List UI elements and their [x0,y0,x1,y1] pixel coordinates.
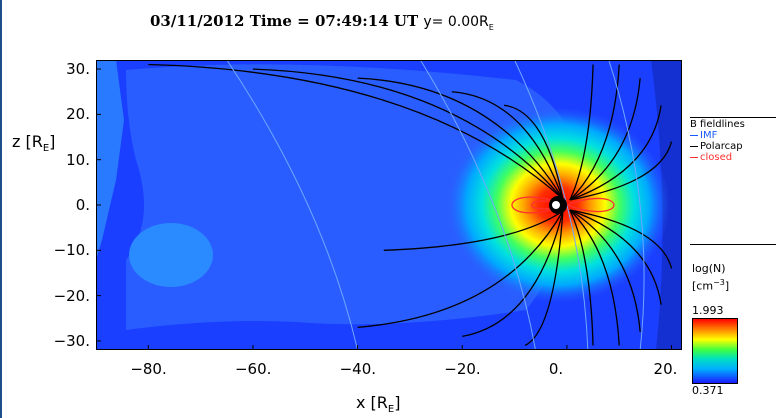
y-tick-label: 30. [66,60,90,79]
y-axis-label: z [RE] [12,132,56,155]
y-tick-label: 0. [75,196,90,214]
colorbar-unit: [cm−3] [692,278,730,293]
polarcap-fieldline [569,209,594,346]
x-tick-label: −40. [339,360,377,378]
fieldlines-group [148,60,673,350]
polarcap-fieldline [383,210,564,251]
closed-fieldline [566,197,615,213]
polarcap-fieldline [357,77,564,200]
fieldline-legend: B fieldlines IMF Polarcap closed [690,117,776,163]
x-axis-label: x [RE] [356,393,401,416]
imf-fieldline [608,60,645,350]
colorbar-block: log(N) [cm−3] 1.993 0.371 [690,244,776,397]
polarcap-fieldline [357,210,564,328]
legend-entry: closed [690,152,776,163]
polarcap-fieldline [569,209,673,269]
polarcap-fieldline [569,209,662,305]
x-tick-label: 20. [653,360,678,378]
legend-title: B fieldlines [690,117,776,130]
colorbar-max-label: 1.993 [692,304,724,317]
y-tick-label: 10. [66,150,90,169]
polarcap-fieldline [569,209,620,346]
legend-swatch [690,157,698,158]
legend-label: Polarcap [700,141,743,152]
x-tick-label: −60. [234,360,272,378]
colorbar [692,318,738,384]
polarcap-fieldline [569,141,673,201]
y-tick-label: 20. [66,105,90,124]
y-tick-label: −30. [53,331,90,350]
colorbar-label: log(N) [692,262,726,275]
density-region-left [96,60,124,260]
polarcap-fieldline [569,105,662,201]
imf-fieldline [419,60,536,350]
y-tick-label: −10. [53,241,90,260]
polarcap-fieldline [569,64,620,201]
plot-area [96,60,682,350]
title-slice: y= 0.00RE [423,14,494,32]
x-tick-label: −80. [130,360,167,378]
plot-title: 03/11/2012 Time = 07:49:14 UT y= 0.00RE [150,12,494,32]
colorbar-rule [690,244,776,245]
polarcap-fieldline [524,210,564,347]
polarcap-fieldline [148,63,564,200]
legend-label: IMF [700,130,718,141]
density-region-blob [129,223,213,287]
polarcap-fieldline [569,209,641,332]
x-tick-label: −20. [444,360,481,378]
legend-swatch [690,146,698,147]
colorbar-min-label: 0.371 [692,384,724,397]
earth-dayside-marker [552,201,560,209]
x-tick-label: 0. [548,360,564,378]
polarcap-fieldline [569,78,641,201]
imf-fieldline [226,60,359,350]
polarcap-fieldline [569,64,594,201]
polarcap-fieldline [504,104,564,200]
legend-entry: IMF [690,130,776,141]
title-time: Time = 07:49:14 UT [249,12,419,30]
legend-entry: Polarcap [690,141,776,152]
title-date: 03/11/2012 [150,12,245,30]
y-tick-label: −20. [53,286,90,305]
polarcap-fieldline [451,91,564,200]
legend-swatch [690,135,698,136]
legend-label: closed [700,152,733,163]
closed-fieldline [511,196,568,214]
polarcap-fieldline [252,68,564,200]
